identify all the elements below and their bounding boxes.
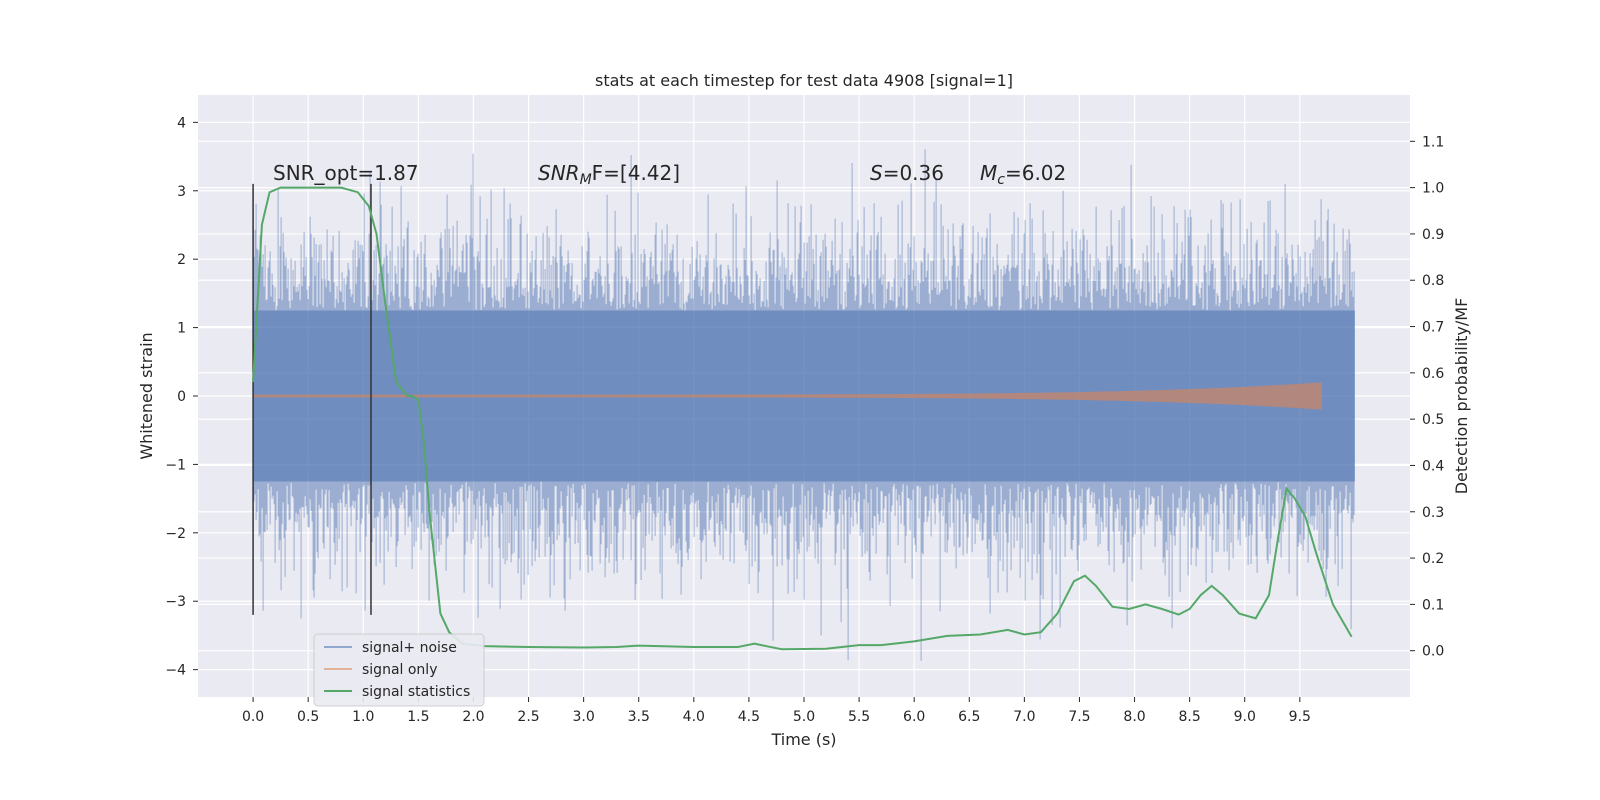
marker-lines — [252, 183, 372, 615]
y2-tick-label: 0.9 — [1422, 227, 1444, 243]
y2-tick-label: 1.0 — [1422, 181, 1444, 197]
x-axis-label: Time (s) — [770, 730, 836, 749]
y-tick-label: −4 — [165, 663, 186, 679]
annotation-snr-opt: SNR_opt=1.87 — [273, 161, 419, 185]
legend-label-signal-statistics: signal statistics — [362, 684, 470, 700]
annotation-s-value: =0.36 — [883, 161, 944, 185]
y-tick-label: 4 — [177, 115, 186, 131]
signal-series — [253, 382, 1322, 410]
annotation-mc-value: =6.02 — [1005, 161, 1066, 185]
annotation-snr-mf-value: F=[4.42] — [592, 161, 680, 185]
annotation-s-symbol: S — [870, 161, 883, 185]
y2-tick-label: 1.1 — [1422, 134, 1444, 150]
y2-tick-label: 0.2 — [1422, 551, 1444, 567]
y2-tick-label: 0.5 — [1422, 412, 1444, 428]
annotation-mc: Mc=6.02 — [980, 161, 1066, 188]
y2-tick-label: 0.6 — [1422, 366, 1444, 382]
x-tick-label: 5.5 — [848, 709, 870, 725]
x-tick-label: 6.0 — [903, 709, 925, 725]
legend-label-signal-noise: signal+ noise — [362, 640, 457, 656]
y2-axis-ticks: 1.1 1.0 0.9 0.8 0.7 0.6 0.5 0.4 0.3 0.2 0.1 0.0 — [1410, 134, 1444, 660]
x-tick-label: 4.5 — [738, 709, 760, 725]
x-tick-label: 7.0 — [1013, 709, 1035, 725]
x-tick-label: 8.0 — [1123, 709, 1145, 725]
annotation-mc-subscript: c — [997, 172, 1005, 188]
x-tick-label: 1.5 — [407, 709, 429, 725]
legend-box — [313, 633, 485, 707]
x-tick-label: 0.0 — [242, 709, 264, 725]
annotation-snr-mf-symbol: SNR — [538, 161, 580, 185]
x-tick-label: 8.5 — [1179, 709, 1201, 725]
x-tick-label: 9.5 — [1289, 709, 1311, 725]
x-tick-label: 2.5 — [517, 709, 539, 725]
x-tick-label: 7.5 — [1068, 709, 1090, 725]
y-tick-label: 2 — [177, 252, 186, 268]
annotation-snr-mf-subscript: M — [580, 172, 592, 188]
x-tick-label: 3.5 — [628, 709, 650, 725]
y-axis-ticks: 4 3 2 1 0 −1 −2 −3 −4 — [165, 115, 198, 679]
x-tick-label: 2.0 — [462, 709, 484, 725]
x-tick-label: 5.0 — [793, 709, 815, 725]
x-tick-label: 1.0 — [352, 709, 374, 725]
annotation-mc-symbol: M — [980, 161, 997, 185]
y-tick-label: 1 — [177, 321, 186, 337]
y-axis-label: Whitened strain — [137, 332, 156, 459]
y-tick-label: −3 — [165, 594, 186, 610]
x-tick-label: 4.0 — [683, 709, 705, 725]
x-tick-label: 9.0 — [1234, 709, 1256, 725]
y2-tick-label: 0.0 — [1422, 644, 1444, 660]
y-tick-label: −2 — [165, 526, 186, 542]
y-tick-label: 3 — [177, 184, 186, 200]
chart-title: stats at each timestep for test data 490… — [595, 71, 1013, 90]
annotation-s: S=0.36 — [870, 161, 944, 185]
x-tick-label: 3.0 — [573, 709, 595, 725]
x-tick-label: 0.5 — [297, 709, 319, 725]
legend-label-signal-only: signal only — [362, 662, 437, 678]
y2-tick-label: 0.4 — [1422, 458, 1444, 474]
annotation-snr-mf: SNRMF=[4.42] — [538, 161, 680, 188]
y-tick-label: 0 — [177, 389, 186, 405]
y2-tick-label: 0.8 — [1422, 273, 1444, 289]
y2-tick-label: 0.3 — [1422, 505, 1444, 521]
x-axis-ticks: 0.0 0.5 1.0 1.5 2.0 2.5 3.0 3.5 4.0 4.5 5.0 5.5 6.0 6… — [242, 697, 1311, 725]
signal-envelope — [253, 382, 1322, 410]
y2-axis-label: Detection probability/MF — [1452, 298, 1471, 495]
y2-tick-label: 0.1 — [1422, 597, 1444, 613]
statistics-series — [252, 186, 1353, 651]
x-tick-label: 6.5 — [958, 709, 980, 725]
legend: signal+ noise signal only signal statist… — [313, 633, 485, 707]
y2-tick-label: 0.7 — [1422, 320, 1444, 336]
y-tick-label: −1 — [165, 457, 186, 473]
statistics-line — [252, 186, 1353, 651]
